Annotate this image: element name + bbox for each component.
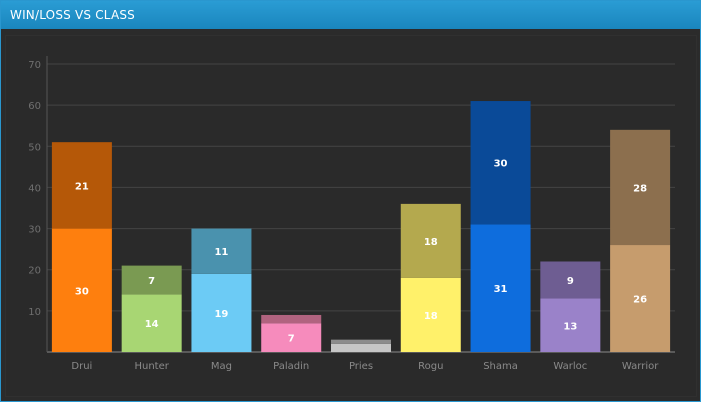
bar-segment bbox=[470, 101, 531, 225]
bar-segment bbox=[191, 228, 252, 274]
bar-segment bbox=[121, 265, 182, 295]
window-title: WIN/LOSS VS CLASS bbox=[10, 8, 135, 22]
title-bar: WIN/LOSS VS CLASS bbox=[1, 1, 700, 29]
bar-value-label: 7 bbox=[148, 276, 155, 287]
bars: 30 21 14 7 19 11 7 18 18 31 30 13 9 26 28 bbox=[51, 101, 671, 352]
bar-segment bbox=[470, 224, 531, 352]
category-label: Hunter bbox=[134, 361, 169, 372]
bar-segment bbox=[540, 261, 601, 299]
y-axis-ticks: 10 20 30 40 50 60 70 bbox=[28, 60, 41, 318]
y-tick-label: 50 bbox=[28, 142, 41, 153]
y-tick-label: 10 bbox=[28, 307, 41, 318]
bar-segment bbox=[191, 273, 252, 352]
category-label: Warloc bbox=[553, 361, 587, 372]
bar-value-label: 28 bbox=[633, 183, 647, 194]
bar-value-label: 21 bbox=[75, 181, 89, 192]
bar-segment bbox=[51, 142, 112, 229]
y-tick-label: 20 bbox=[28, 266, 41, 277]
category-label: Shama bbox=[483, 361, 518, 372]
bar-value-label: 18 bbox=[424, 311, 438, 322]
category-label: Pries bbox=[349, 361, 373, 372]
bar-value-label: 14 bbox=[145, 319, 159, 330]
y-tick-label: 70 bbox=[28, 60, 41, 71]
bar-segment bbox=[331, 343, 391, 352]
bar-segment bbox=[610, 245, 671, 352]
category-label: Paladin bbox=[273, 361, 309, 372]
bar-value-label: 13 bbox=[563, 321, 577, 332]
bar-segment bbox=[261, 314, 322, 324]
category-labels: Drui Hunter Mag Paladin Pries Rogu Shama Warloc… bbox=[71, 361, 659, 372]
bar-segment bbox=[121, 294, 182, 352]
bar-segment bbox=[610, 129, 671, 246]
bar-segment bbox=[261, 323, 322, 352]
y-tick-label: 30 bbox=[28, 225, 41, 236]
bar-value-label: 30 bbox=[75, 286, 89, 297]
bar-segment bbox=[540, 298, 601, 352]
category-label: Warrior bbox=[622, 361, 659, 372]
category-label: Drui bbox=[71, 361, 92, 372]
category-label: Rogu bbox=[418, 361, 443, 372]
bar-value-label: 18 bbox=[424, 237, 438, 248]
bar-segment bbox=[400, 203, 461, 278]
bar-segment bbox=[331, 339, 391, 344]
bar-value-label: 11 bbox=[214, 247, 228, 258]
bar-value-label: 19 bbox=[214, 309, 228, 320]
bar-value-label: 26 bbox=[633, 295, 647, 306]
y-tick-label: 40 bbox=[28, 183, 41, 194]
category-label: Mag bbox=[211, 361, 232, 372]
bar-segment bbox=[400, 277, 461, 352]
bar-value-label: 30 bbox=[494, 159, 508, 170]
bar-value-label: 9 bbox=[567, 276, 574, 287]
bar-value-label: 31 bbox=[494, 284, 508, 295]
y-tick-label: 60 bbox=[28, 101, 41, 112]
bar-segment bbox=[51, 228, 112, 352]
bar-value-label: 7 bbox=[288, 334, 295, 345]
